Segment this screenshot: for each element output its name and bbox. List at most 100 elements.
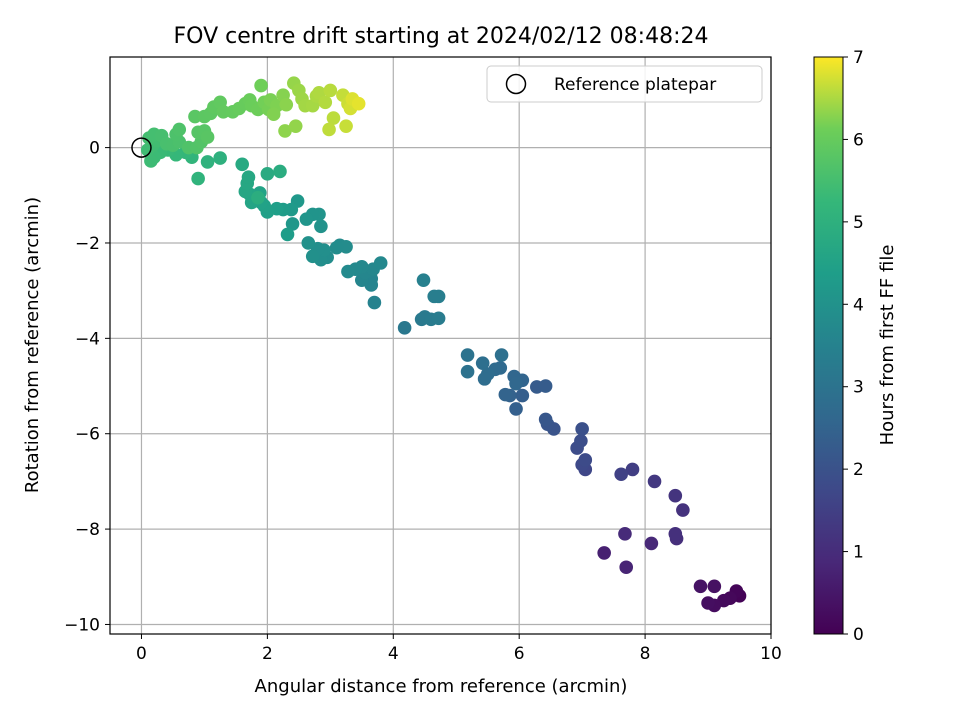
colorbar-gradient [813,56,844,635]
data-point [339,119,353,133]
data-point [498,387,513,402]
data-point [367,295,382,310]
data-point [254,78,268,93]
data-point [625,462,640,477]
colorbar-tick-label: 5 [853,213,864,233]
data-points [140,76,747,613]
data-point [477,372,492,386]
data-point [191,171,205,186]
x-tick-label: 0 [136,644,147,664]
data-point [305,249,320,264]
legend-entry-reference-platepar: Reference platepar [554,75,716,95]
data-point [318,95,333,110]
data-point [597,546,611,560]
colorbar-label: Hours from first FF file [877,245,898,446]
x-tick-label: 10 [760,644,782,664]
data-point [676,503,690,517]
x-tick-label: 2 [262,644,273,664]
reference-marker-group [131,137,152,158]
data-point [619,560,634,575]
data-point [460,348,475,362]
data-point [647,474,662,489]
data-point [416,273,431,287]
data-point [285,217,300,231]
data-point [266,107,281,122]
colorbar-tick-label: 4 [853,295,864,315]
data-point [538,412,553,427]
legend-box [486,65,763,103]
data-point [373,256,388,270]
data-point [578,453,593,467]
legend-reference-marker [505,73,527,95]
data-point [200,155,215,169]
legend: Reference platepar [486,65,763,103]
data-point [200,130,215,144]
data-point [235,157,249,172]
y-tick-label: −2 [75,234,100,254]
y-axis-ticks: 0 −2 −4 −6 −8 −10 [64,139,110,635]
data-point [323,83,338,98]
data-point [574,434,588,448]
data-point [494,348,509,362]
data-point [241,170,256,184]
data-point [701,596,715,610]
data-point [575,422,589,436]
chart-title: FOV centre drift starting at 2024/02/12 … [174,24,709,49]
data-point [351,96,366,111]
y-tick-label: 0 [89,139,100,159]
y-tick-label: −4 [75,329,100,349]
data-point [668,488,683,503]
y-tick-label: −10 [64,615,100,635]
x-tick-label: 8 [640,644,651,664]
data-point [509,376,523,391]
data-point [460,364,475,379]
x-axis-label: Angular distance from reference (arcmin) [255,676,628,697]
x-axis-ticks: 0 2 4 6 8 10 [136,634,782,664]
reference-platepar-marker [131,137,152,158]
data-point [707,579,722,594]
y-axis-label: Rotation from reference (arcmin) [22,197,43,493]
colorbar-tick-label: 7 [853,48,864,68]
y-tick-label: −8 [75,520,100,540]
data-point [618,527,632,541]
x-tick-label: 6 [514,644,525,664]
data-point [322,122,336,137]
data-point [273,164,287,179]
plot-frame [109,56,772,635]
colorbar-tick-label: 0 [853,625,864,645]
colorbar-tick-label: 6 [853,130,864,150]
data-point [280,227,295,242]
x-tick-label: 4 [388,644,399,664]
data-point [614,467,628,482]
data-point [341,264,355,279]
data-point [288,119,303,133]
data-point [314,219,328,234]
colorbar-tick-label: 3 [853,378,864,398]
data-point [644,536,659,551]
data-point [144,154,158,168]
y-tick-label: −6 [75,425,100,445]
data-point [172,122,187,137]
colorbar-tick-label: 1 [853,543,864,563]
data-point [278,124,292,138]
data-point [301,236,316,250]
data-point [279,97,294,112]
data-point [693,579,708,594]
data-point [475,356,490,370]
data-point [299,212,314,226]
data-point [260,167,275,181]
colorbar-ticks: 0 1 2 3 4 5 6 7 [843,48,864,645]
colorbar: 0 1 2 3 4 5 6 7 Hours from first FF file [813,48,898,645]
data-point [216,105,231,119]
data-point [188,109,202,124]
data-point [538,379,553,393]
data-point [431,289,446,304]
data-point [668,527,683,541]
colorbar-tick-label: 2 [853,460,864,480]
data-point [326,111,341,125]
data-point [329,240,344,255]
data-point [213,151,227,165]
data-point [515,388,530,403]
